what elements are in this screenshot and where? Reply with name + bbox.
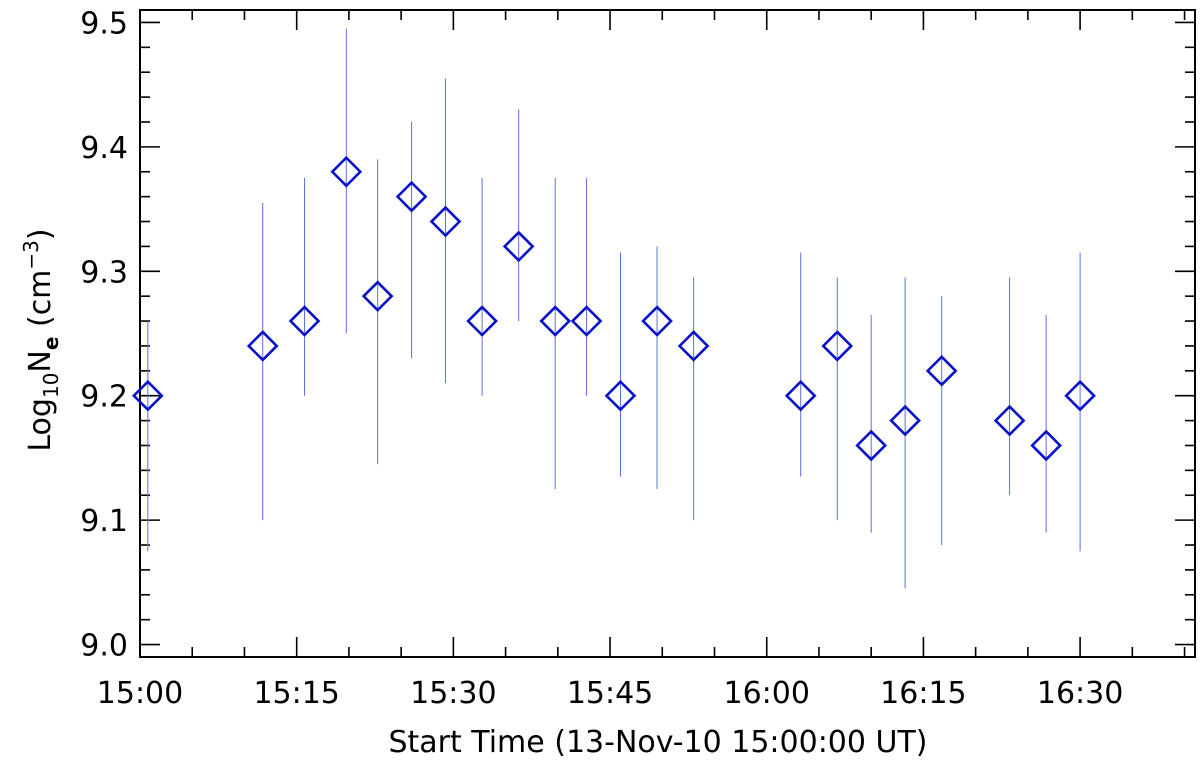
y-axis-title: Log10Ne (cm−3) (19, 228, 63, 451)
data-point-marker (330, 155, 363, 188)
plot-frame (139, 9, 1196, 658)
data-point-marker (395, 180, 428, 213)
y-tick-label: 9.4 (80, 131, 128, 166)
data-point-marker (539, 305, 572, 337)
data-point-marker (1030, 429, 1062, 462)
x-tick-label: 16:00 (723, 676, 809, 711)
y-tick-label: 9.0 (80, 629, 128, 664)
y-axis-title-var: N (23, 350, 58, 372)
y-axis-title-unit-open: (cm (23, 270, 58, 337)
x-axis-title: Start Time (13-Nov-10 15:00:00 UT) (388, 725, 927, 760)
data-point-marker (361, 280, 394, 313)
data-point-marker (429, 205, 462, 238)
x-axis-ticks: 15:00 15:15 15:30 15:45 16:00 16:15 16:30 (97, 10, 1186, 711)
data-point-marker (821, 330, 854, 362)
data-point-marker (604, 379, 637, 412)
data-point-marker (1064, 379, 1096, 412)
y-axis-title-log: Log (23, 398, 58, 452)
y-axis-title-log-sub: 10 (39, 373, 63, 398)
plot-border (139, 9, 1196, 658)
y-axis-title-unit-sup: −3 (19, 240, 43, 269)
y-axis-title-var-sub: e (39, 337, 63, 351)
y-tick-label: 9.1 (80, 504, 128, 539)
data-point-marker (246, 330, 279, 362)
x-tick-label: 16:15 (880, 676, 966, 711)
y-axis-title-unit-close: ) (23, 228, 58, 240)
y-tick-label: 9.2 (80, 380, 128, 415)
data-point-marker (502, 230, 535, 263)
data-point-marker (570, 305, 603, 337)
data-points (131, 28, 1096, 589)
x-tick-label: 15:30 (410, 676, 496, 711)
data-point-marker (889, 404, 921, 437)
data-point-marker (784, 379, 817, 412)
y-tick-label: 9.5 (80, 6, 128, 41)
x-tick-label: 16:30 (1037, 676, 1123, 711)
data-point-marker (131, 379, 164, 412)
x-tick-label: 15:15 (253, 676, 339, 711)
x-tick-label: 15:00 (97, 676, 183, 711)
x-tick-label: 15:45 (567, 676, 653, 711)
data-point-marker (993, 404, 1026, 437)
data-point-marker (641, 305, 673, 337)
data-point-marker (925, 354, 958, 387)
y-tick-label: 9.3 (80, 255, 128, 290)
data-point-marker (466, 305, 498, 337)
data-point-marker (288, 305, 321, 337)
data-point-marker (855, 429, 888, 462)
y-axis-ticks: 9.0 9.1 9.2 9.3 9.4 9.5 (80, 6, 1195, 664)
data-point-marker (677, 330, 710, 362)
